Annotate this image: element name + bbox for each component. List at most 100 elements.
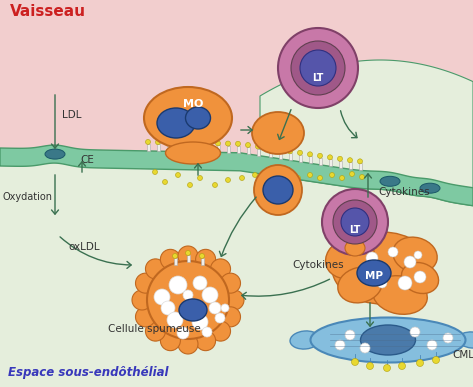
- Text: LT: LT: [350, 225, 361, 235]
- Circle shape: [307, 173, 313, 178]
- Circle shape: [135, 307, 156, 327]
- Circle shape: [296, 175, 300, 180]
- Bar: [329, 159, 332, 166]
- Circle shape: [160, 330, 180, 351]
- Text: Oxydation: Oxydation: [2, 192, 52, 202]
- Circle shape: [291, 41, 345, 95]
- Circle shape: [351, 358, 359, 365]
- Circle shape: [366, 252, 378, 264]
- Text: Cytokines: Cytokines: [292, 260, 343, 270]
- Bar: [269, 150, 272, 157]
- Circle shape: [146, 321, 166, 341]
- Ellipse shape: [144, 87, 232, 149]
- Text: MO: MO: [183, 99, 203, 109]
- Bar: [289, 153, 291, 160]
- Circle shape: [300, 50, 336, 86]
- Circle shape: [173, 253, 177, 259]
- Ellipse shape: [147, 261, 229, 339]
- Ellipse shape: [179, 299, 207, 321]
- Circle shape: [322, 189, 388, 255]
- Circle shape: [317, 175, 323, 180]
- Circle shape: [358, 159, 362, 164]
- Circle shape: [398, 363, 405, 370]
- Circle shape: [152, 170, 158, 175]
- Circle shape: [288, 149, 292, 154]
- Circle shape: [340, 175, 344, 180]
- Circle shape: [226, 178, 230, 183]
- Circle shape: [384, 365, 391, 372]
- Circle shape: [210, 321, 230, 341]
- Bar: [166, 144, 169, 151]
- Circle shape: [330, 173, 334, 178]
- Circle shape: [132, 290, 152, 310]
- Circle shape: [298, 150, 303, 155]
- Circle shape: [220, 307, 240, 327]
- Circle shape: [193, 276, 207, 290]
- Text: LT: LT: [312, 73, 324, 83]
- Circle shape: [278, 147, 282, 152]
- Bar: [339, 161, 342, 168]
- Bar: [217, 146, 219, 152]
- Circle shape: [288, 195, 292, 200]
- Circle shape: [432, 356, 439, 363]
- Circle shape: [166, 140, 170, 145]
- Text: Cytokines: Cytokines: [378, 187, 429, 197]
- Circle shape: [348, 158, 352, 163]
- Text: CML: CML: [452, 350, 473, 360]
- Circle shape: [286, 175, 290, 180]
- Circle shape: [239, 175, 245, 180]
- Circle shape: [192, 314, 208, 330]
- Circle shape: [226, 141, 230, 146]
- Bar: [308, 156, 312, 163]
- Bar: [318, 158, 322, 165]
- Bar: [279, 152, 281, 159]
- Bar: [147, 144, 149, 151]
- Ellipse shape: [380, 176, 400, 186]
- Circle shape: [177, 327, 189, 339]
- Circle shape: [160, 249, 180, 269]
- Circle shape: [167, 312, 183, 328]
- Circle shape: [253, 173, 257, 178]
- Bar: [176, 145, 179, 152]
- Circle shape: [146, 259, 166, 279]
- Ellipse shape: [332, 232, 432, 304]
- Circle shape: [398, 276, 412, 290]
- Circle shape: [202, 287, 218, 303]
- Circle shape: [345, 330, 355, 340]
- Bar: [256, 149, 260, 156]
- Circle shape: [185, 140, 191, 145]
- Bar: [201, 258, 203, 265]
- Circle shape: [268, 146, 272, 151]
- Circle shape: [350, 171, 354, 176]
- Circle shape: [272, 190, 278, 195]
- Circle shape: [183, 299, 201, 317]
- Circle shape: [360, 270, 370, 280]
- Ellipse shape: [254, 165, 302, 215]
- Circle shape: [195, 140, 201, 146]
- Ellipse shape: [45, 149, 65, 159]
- Bar: [236, 146, 239, 153]
- Circle shape: [443, 333, 453, 343]
- Bar: [186, 145, 190, 152]
- Circle shape: [359, 175, 365, 180]
- Circle shape: [278, 28, 358, 108]
- Circle shape: [265, 175, 271, 180]
- Bar: [196, 145, 200, 152]
- Ellipse shape: [185, 107, 210, 129]
- Text: Espace sous-endôthélial: Espace sous-endôthélial: [8, 366, 168, 379]
- Ellipse shape: [338, 267, 382, 303]
- Circle shape: [220, 273, 240, 293]
- Circle shape: [200, 253, 204, 259]
- Circle shape: [367, 363, 374, 370]
- Circle shape: [404, 256, 416, 268]
- Circle shape: [341, 208, 369, 236]
- Circle shape: [175, 173, 181, 178]
- Ellipse shape: [373, 276, 427, 314]
- Circle shape: [410, 327, 420, 337]
- Circle shape: [335, 340, 345, 350]
- Ellipse shape: [157, 108, 195, 138]
- Circle shape: [224, 290, 244, 310]
- Ellipse shape: [357, 260, 391, 286]
- Bar: [0, 160, 473, 387]
- Circle shape: [196, 330, 216, 351]
